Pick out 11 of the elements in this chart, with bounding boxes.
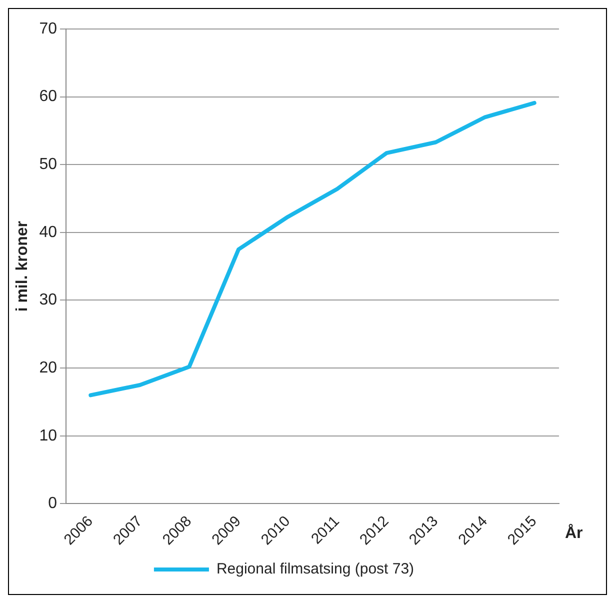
y-axis-title: i mil. kroner	[14, 220, 32, 312]
y-tick-label: 10	[39, 427, 58, 444]
y-tick-label: 60	[39, 88, 58, 106]
y-tick-label: 40	[39, 224, 58, 241]
legend-label: Regional filmsatsing (post 73)	[216, 560, 414, 578]
y-tick-label: 50	[39, 156, 58, 174]
y-tick-label: 30	[39, 292, 58, 309]
y-tick-label: 20	[39, 359, 58, 376]
x-axis-title: År	[565, 523, 583, 542]
y-tick-label: 70	[39, 20, 58, 38]
y-tick-label: 0	[48, 495, 58, 512]
